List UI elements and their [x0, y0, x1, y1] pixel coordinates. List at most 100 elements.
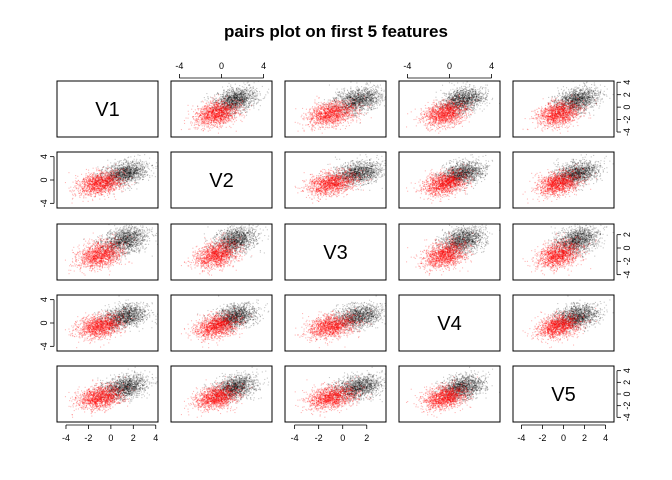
panel-V2-V4	[398, 151, 501, 209]
diag-label-V5: V5	[551, 384, 575, 406]
panel-V4-V3	[284, 294, 387, 352]
y-tick-label: 4	[622, 80, 632, 85]
panel-frame	[56, 80, 159, 138]
x-tick-label: 4	[261, 61, 266, 71]
series-black	[83, 224, 158, 263]
series-red	[180, 232, 253, 276]
chart-title: pairs plot on first 5 features	[224, 22, 448, 41]
panel-frame	[170, 365, 273, 423]
series-red	[180, 94, 253, 134]
y-tick-label: 2	[622, 232, 632, 237]
points-V3-V4	[406, 224, 500, 276]
points-V3-V2	[180, 224, 270, 276]
points-V5-V4	[406, 366, 500, 418]
diag-label-V1: V1	[95, 99, 119, 121]
panel-frame	[512, 80, 615, 138]
series-red	[406, 94, 478, 134]
y-axis-V2-left: -4 0 4	[39, 154, 55, 207]
panel-frame	[284, 365, 387, 423]
series-black	[318, 366, 386, 404]
series-red	[406, 376, 478, 418]
points-V5-V1	[64, 366, 158, 418]
y-tick-label: 2	[622, 380, 632, 385]
x-axis-V5-bottom: -4 -2 0 2 4	[517, 424, 608, 443]
series-red	[64, 232, 136, 276]
x-tick-label: -4	[62, 433, 70, 443]
panel-frame	[512, 151, 615, 209]
panel-V3-V2	[170, 223, 273, 281]
panel-frame	[170, 151, 273, 209]
points-V5-V2	[180, 366, 270, 418]
y-tick-label: -4	[622, 413, 632, 421]
panel-frame	[284, 223, 387, 281]
panel-V4-V5	[512, 294, 615, 352]
panel-V3-V1	[56, 223, 159, 281]
x-tick-label: -2	[538, 433, 546, 443]
y-tick-label: 0	[622, 245, 632, 250]
series-red	[294, 376, 372, 418]
series-black	[197, 295, 270, 334]
y-tick-label: 0	[622, 391, 632, 396]
y-axis-V3-right: -4 -2 0 2	[616, 232, 632, 279]
panel-V1-V3	[284, 80, 387, 138]
y-tick-label: -2	[622, 257, 632, 265]
series-black	[318, 295, 386, 334]
panel-V1-V1: V1	[56, 80, 159, 138]
points-V2-V1	[64, 154, 158, 204]
panel-V2-V2: V2	[170, 151, 273, 209]
series-red	[64, 307, 136, 349]
panel-frame	[398, 151, 501, 209]
series-black	[197, 224, 270, 263]
x-tick-label: 4	[603, 433, 608, 443]
points-V4-V2	[180, 295, 270, 349]
x-tick-label: 0	[561, 433, 566, 443]
panel-V3-V4	[398, 223, 501, 281]
points-V2-V5	[522, 154, 614, 204]
panel-V1-V2	[170, 80, 273, 138]
y-axis-V1-right: -4 -2 0 2 4	[616, 80, 632, 136]
series-red	[406, 163, 478, 204]
y-axis-V5-right: -4 -2 0 2 4	[616, 368, 632, 421]
points-V1-V2	[180, 81, 270, 134]
y-tick-label: 4	[39, 154, 49, 159]
x-tick-label: -4	[403, 61, 411, 71]
y-tick-label: 0	[622, 105, 632, 110]
panel-frame	[398, 223, 501, 281]
series-black	[547, 81, 614, 124]
series-red	[522, 232, 597, 276]
y-tick-label: -2	[622, 116, 632, 124]
panel-frame	[284, 80, 387, 138]
series-black	[547, 295, 614, 334]
series-red	[522, 163, 597, 204]
panel-frame	[56, 223, 159, 281]
series-red	[522, 94, 597, 134]
series-black	[431, 224, 500, 263]
diag-label-V4: V4	[437, 313, 461, 335]
series-black	[318, 154, 386, 195]
points-V1-V3	[294, 81, 386, 134]
x-tick-label: 0	[447, 61, 452, 71]
points-V5-V3	[294, 366, 386, 418]
panel-V5-V2	[170, 365, 273, 423]
y-tick-label: -4	[39, 199, 49, 207]
series-red	[294, 307, 372, 349]
panel-frame	[170, 80, 273, 138]
y-tick-label: -4	[622, 271, 632, 279]
series-black	[83, 154, 158, 195]
series-red	[180, 307, 253, 349]
series-red	[406, 232, 478, 276]
panel-V5-V3	[284, 365, 387, 423]
points-V4-V1	[64, 295, 158, 349]
points-V3-V1	[64, 224, 158, 276]
series-black	[547, 154, 614, 195]
x-tick-label: -4	[291, 433, 299, 443]
y-tick-label: -4	[622, 128, 632, 136]
x-tick-label: 0	[219, 61, 224, 71]
y-tick-label: 4	[622, 368, 632, 373]
series-red	[180, 376, 253, 418]
diag-label-V2: V2	[209, 170, 233, 192]
panel-frame	[284, 294, 387, 352]
y-tick-label: -2	[622, 402, 632, 410]
series-black	[431, 81, 500, 124]
series-red	[294, 163, 372, 204]
